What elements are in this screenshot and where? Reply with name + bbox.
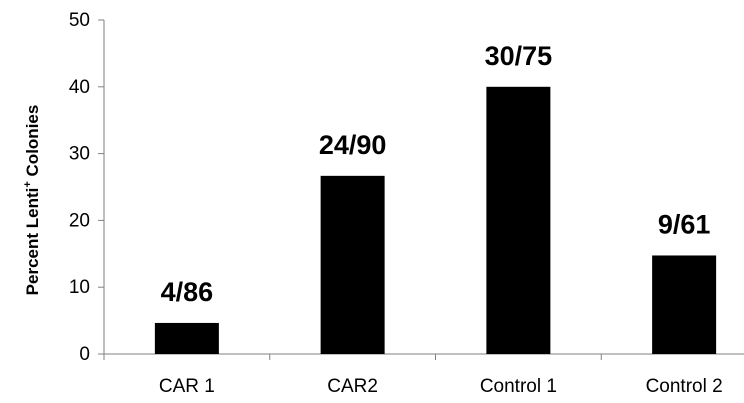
bar-data-label: 4/86 [161,277,214,307]
y-tick-label: 50 [69,10,90,31]
x-category-label: CAR 1 [159,376,215,397]
axes: 0 10 20 30 40 50 [69,10,744,365]
y-axis-title-main: Percent Lenti [23,188,42,296]
y-tick-label: 0 [79,344,90,365]
y-axis-title-superscript: + [22,181,34,187]
y-axis-title-rest: Colonies [23,105,42,182]
x-category-label: CAR2 [327,376,378,397]
bar [320,175,385,354]
y-tick-label: 30 [69,144,90,165]
bar [154,322,219,354]
y-tick-label: 40 [69,77,90,98]
bar [652,255,717,354]
bar-data-label: 9/61 [658,209,711,239]
bar-data-label: 30/75 [485,41,553,71]
x-category-label: Control 1 [480,376,557,397]
y-tick-label: 20 [69,210,90,231]
bars [154,86,717,355]
y-tick-label: 10 [69,277,90,298]
x-category-label: Control 2 [646,376,723,397]
bar-data-label: 24/90 [319,130,387,160]
y-axis-title: Percent Lenti+ Colonies [22,105,42,296]
labels: 4/86 CAR 1 24/90 CAR2 30/75 Control 1 9/61 Cont… [159,41,723,397]
bar [486,86,551,355]
